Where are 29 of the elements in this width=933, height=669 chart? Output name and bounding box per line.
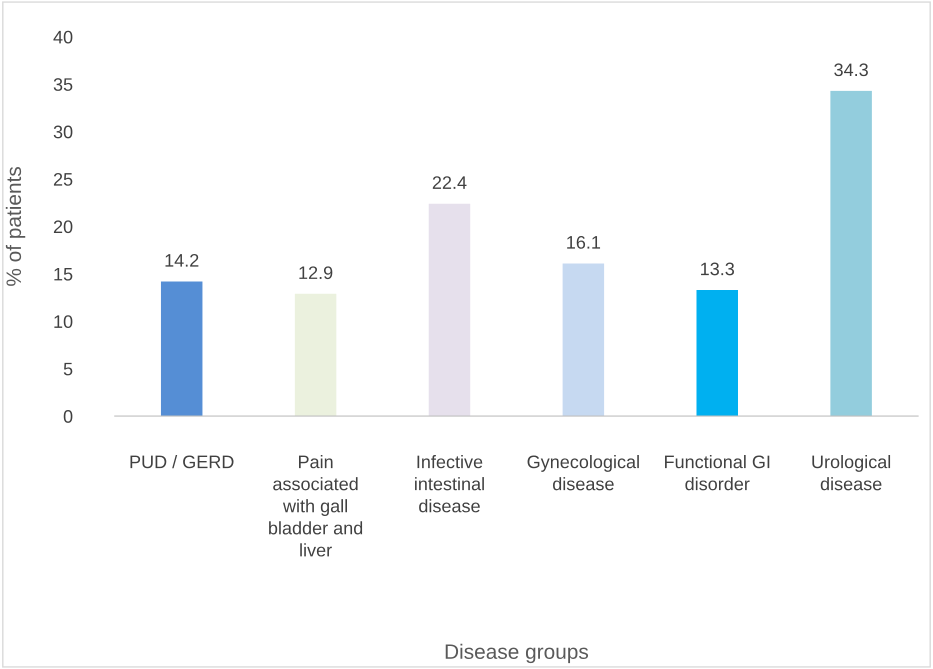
y-axis-title: % of patients: [6, 166, 26, 286]
data-label: 22.4: [432, 176, 467, 189]
data-label: 12.9: [299, 266, 332, 280]
bar: [428, 204, 470, 416]
x-tick-label: Urological disease: [812, 455, 890, 490]
x-tick-label: Functional GI disorder: [665, 455, 770, 490]
y-tick-label: 5: [64, 362, 72, 376]
bar: [830, 90, 872, 416]
y-tick-label: 10: [54, 315, 72, 328]
y-tick-label: 0: [64, 410, 72, 423]
bar: [562, 263, 604, 416]
x-tick-label: Gynecological disease: [528, 455, 639, 490]
data-label: 14.2: [166, 254, 198, 267]
x-tick-label: PUD / GERD: [130, 455, 234, 468]
y-tick-label: 35: [54, 78, 72, 91]
y-tick-label: 40: [53, 30, 72, 44]
x-tick-label: Infective intestinal disease: [415, 455, 484, 512]
y-tick-label: 15: [54, 268, 72, 281]
data-label: 16.1: [567, 236, 600, 249]
y-tick-label: 25: [54, 172, 72, 186]
data-label: 34.3: [834, 63, 868, 76]
data-label: 13.3: [701, 262, 734, 276]
y-tick-label: 20: [54, 220, 72, 234]
bar: [160, 281, 202, 416]
bar: [294, 294, 336, 416]
x-axis-title: Disease groups: [446, 644, 588, 664]
y-tick-label: 30: [54, 126, 72, 138]
x-tick-label: Pain associated with gall bladder and liver: [269, 455, 362, 557]
bar: [696, 290, 738, 416]
